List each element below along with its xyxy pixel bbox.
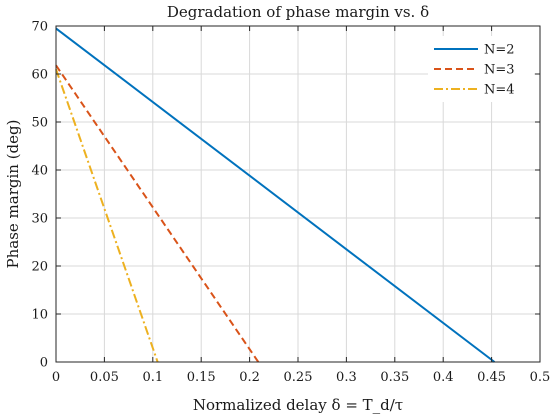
y-axis-label: Phase margin (deg) (4, 120, 22, 269)
x-tick-label: 0.25 (284, 370, 313, 385)
series-lines (55, 27, 496, 363)
series-line-n-4 (55, 68, 159, 363)
series-line-n-3 (55, 64, 260, 363)
legend-label: N=2 (484, 43, 515, 58)
legend-label: N=4 (484, 83, 515, 98)
y-tick-label: 30 (31, 212, 48, 227)
y-tick-label: 40 (31, 164, 48, 179)
y-tick-label: 50 (31, 116, 48, 131)
x-tick-label: 0.05 (90, 370, 119, 385)
series-line-n-2 (55, 27, 496, 363)
x-tick-label: 0.15 (187, 370, 216, 385)
x-tick-label: 0.3 (336, 370, 357, 385)
x-axis-label: Normalized delay δ = T_d/τ (193, 396, 403, 414)
x-tick-label: 0.5 (530, 370, 550, 385)
axis-ticks (55, 25, 541, 363)
y-tick-label: 20 (31, 260, 48, 275)
x-tick-labels: 0 0.05 0.1 0.15 0.2 0.25 0.3 0.35 0.4 0.45 0.5 (52, 370, 550, 385)
x-tick-label: 0 (52, 370, 60, 385)
x-tick-label: 0.1 (142, 370, 163, 385)
y-tick-label: 10 (31, 308, 48, 323)
x-tick-label: 0.45 (477, 370, 506, 385)
legend-box (428, 36, 534, 102)
y-tick-label: 60 (31, 68, 48, 83)
y-tick-label: 70 (31, 20, 48, 35)
legend-label: N=3 (484, 63, 515, 78)
x-tick-label: 0.35 (380, 370, 409, 385)
y-tick-labels: 0 10 20 30 40 50 60 70 (31, 20, 48, 371)
x-tick-label: 0.2 (239, 370, 260, 385)
x-tick-label: 0.4 (433, 370, 454, 385)
legend: N=2 N=3 N=4 (428, 36, 534, 102)
chart-title: Degradation of phase margin vs. δ (167, 3, 429, 21)
y-tick-label: 0 (40, 356, 48, 371)
